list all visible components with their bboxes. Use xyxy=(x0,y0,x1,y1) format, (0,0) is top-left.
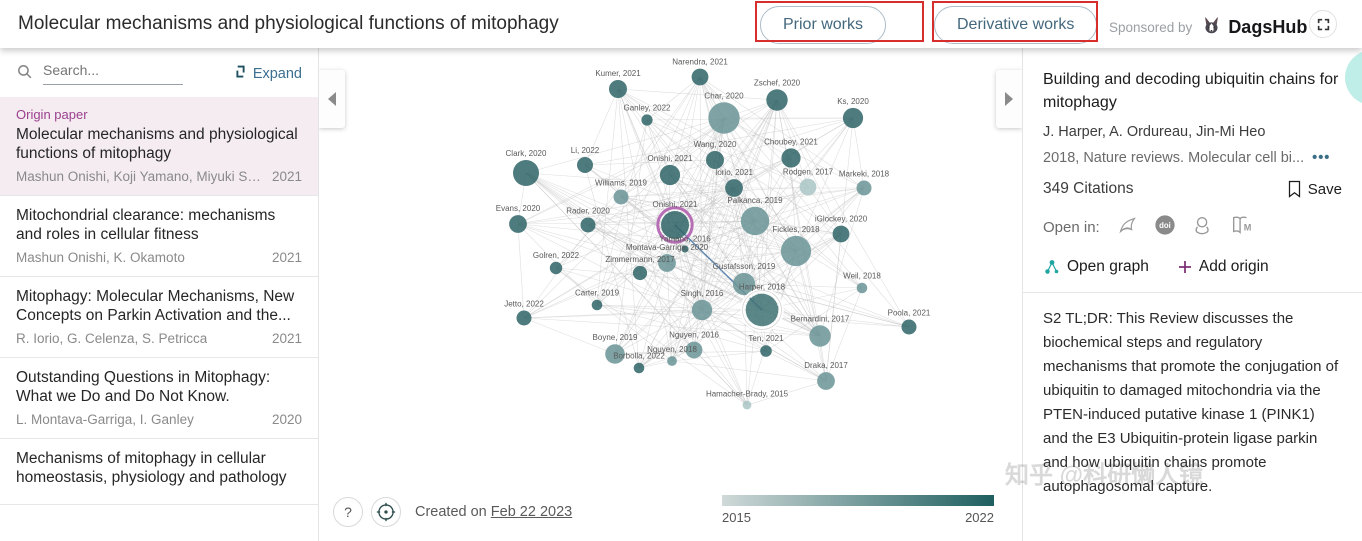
svg-text:Onishi, 2021: Onishi, 2021 xyxy=(648,154,693,163)
svg-text:Poola, 2021: Poola, 2021 xyxy=(888,309,931,318)
svg-text:Williams, 2019: Williams, 2019 xyxy=(595,179,648,188)
svg-text:Kumer, 2021: Kumer, 2021 xyxy=(595,69,641,78)
svg-text:Draka, 2017: Draka, 2017 xyxy=(804,361,848,370)
svg-text:Fickles, 2018: Fickles, 2018 xyxy=(772,225,820,234)
svg-text:Zschef, 2020: Zschef, 2020 xyxy=(754,78,801,87)
svg-text:Ks, 2020: Ks, 2020 xyxy=(837,97,869,106)
svg-text:Montava-Garriga, 2020: Montava-Garriga, 2020 xyxy=(626,243,709,252)
svg-text:Yamano, 2016: Yamano, 2016 xyxy=(659,234,711,243)
svg-text:Carter, 2019: Carter, 2019 xyxy=(575,289,620,298)
svg-text:Gustafsson, 2019: Gustafsson, 2019 xyxy=(713,262,776,271)
svg-text:Golren, 2022: Golren, 2022 xyxy=(533,251,580,260)
svg-text:Rader, 2020: Rader, 2020 xyxy=(566,207,610,216)
svg-text:Evans, 2020: Evans, 2020 xyxy=(496,204,541,213)
svg-text:iGlockey, 2020: iGlockey, 2020 xyxy=(815,215,868,224)
svg-text:Boyne, 2019: Boyne, 2019 xyxy=(593,333,638,342)
svg-text:Clark, 2020: Clark, 2020 xyxy=(506,149,547,158)
svg-text:Ganley, 2022: Ganley, 2022 xyxy=(624,103,672,112)
svg-text:Ten, 2021: Ten, 2021 xyxy=(748,334,784,343)
svg-text:doi: doi xyxy=(1159,221,1171,230)
svg-text:Wang, 2020: Wang, 2020 xyxy=(694,140,737,149)
svg-text:Onishi, 2021: Onishi, 2021 xyxy=(653,200,698,209)
svg-text:Char, 2020: Char, 2020 xyxy=(704,91,744,100)
svg-text:Zimmermann, 2017: Zimmermann, 2017 xyxy=(605,255,675,264)
svg-text:Nguyen, 2018: Nguyen, 2018 xyxy=(647,345,697,354)
svg-text:Li, 2022: Li, 2022 xyxy=(571,146,600,155)
svg-text:Hamacher-Brady, 2015: Hamacher-Brady, 2015 xyxy=(706,390,789,399)
svg-text:Narendra, 2021: Narendra, 2021 xyxy=(672,58,728,67)
svg-text:Harper, 2018: Harper, 2018 xyxy=(739,283,786,292)
svg-text:M: M xyxy=(1243,223,1251,233)
svg-text:Singh, 2016: Singh, 2016 xyxy=(681,289,724,298)
svg-text:Jetto, 2022: Jetto, 2022 xyxy=(504,300,544,309)
svg-text:Iorio, 2021: Iorio, 2021 xyxy=(715,168,753,177)
svg-text:Markeki, 2018: Markeki, 2018 xyxy=(839,170,890,179)
svg-text:Nguyen, 2016: Nguyen, 2016 xyxy=(669,331,719,340)
svg-text:Weil, 2018: Weil, 2018 xyxy=(843,272,881,281)
svg-text:Rodgen, 2017: Rodgen, 2017 xyxy=(783,168,834,177)
svg-text:Choubey, 2021: Choubey, 2021 xyxy=(764,137,818,146)
svg-text:Bernardini, 2017: Bernardini, 2017 xyxy=(791,314,850,323)
svg-text:Palkanca, 2019: Palkanca, 2019 xyxy=(727,196,783,205)
